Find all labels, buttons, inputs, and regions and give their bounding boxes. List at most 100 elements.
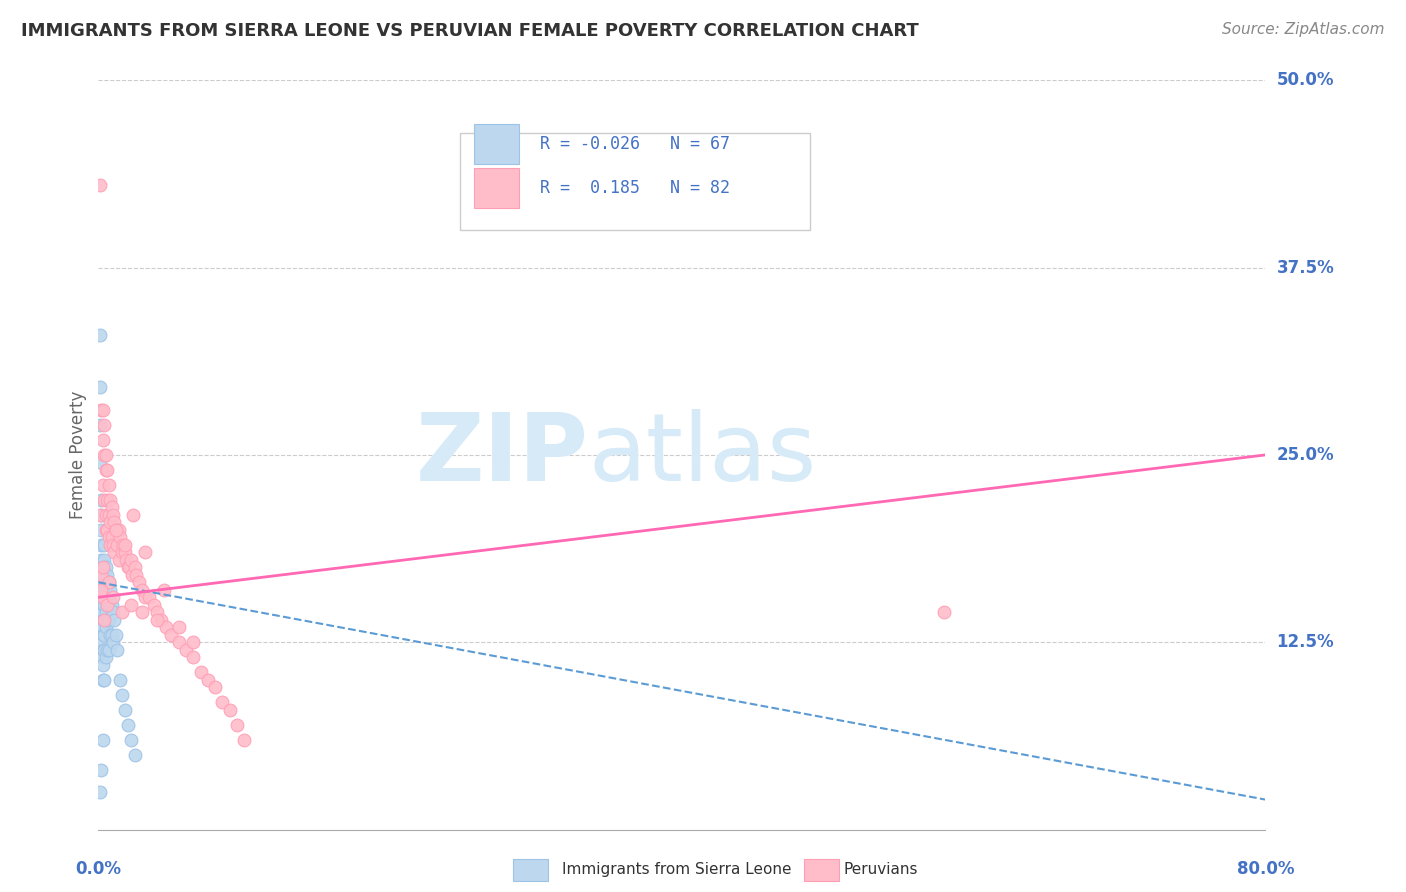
- Point: [111, 688, 134, 702]
- Point: [90, 492, 112, 507]
- Point: [131, 582, 153, 597]
- Point: [94, 463, 117, 477]
- Point: [93, 642, 115, 657]
- Point: [111, 545, 134, 559]
- Point: [100, 530, 122, 544]
- Point: [93, 492, 115, 507]
- Point: [94, 508, 117, 522]
- Point: [97, 591, 120, 605]
- Point: [117, 560, 139, 574]
- Point: [91, 560, 114, 574]
- Point: [94, 560, 117, 574]
- Point: [93, 628, 115, 642]
- Point: [96, 598, 118, 612]
- Point: [101, 635, 124, 649]
- Point: [150, 613, 173, 627]
- Point: [146, 605, 169, 619]
- Text: atlas: atlas: [589, 409, 817, 501]
- Point: [153, 582, 176, 597]
- Point: [93, 613, 115, 627]
- Point: [91, 591, 114, 605]
- Point: [167, 635, 190, 649]
- Point: [181, 650, 204, 665]
- FancyBboxPatch shape: [474, 168, 519, 208]
- Point: [190, 665, 212, 680]
- Point: [112, 538, 135, 552]
- Point: [94, 575, 117, 590]
- Point: [89, 178, 111, 193]
- Point: [155, 620, 177, 634]
- Point: [91, 433, 114, 447]
- Point: [91, 732, 114, 747]
- Point: [91, 478, 114, 492]
- Point: [94, 605, 117, 619]
- Point: [138, 591, 160, 605]
- Text: 25.0%: 25.0%: [1277, 446, 1334, 464]
- Point: [93, 673, 115, 687]
- Point: [108, 553, 131, 567]
- Point: [167, 620, 190, 634]
- Point: [91, 598, 114, 612]
- Point: [105, 642, 128, 657]
- Point: [197, 673, 219, 687]
- Point: [124, 747, 146, 762]
- FancyBboxPatch shape: [474, 124, 519, 164]
- Text: IMMIGRANTS FROM SIERRA LEONE VS PERUVIAN FEMALE POVERTY CORRELATION CHART: IMMIGRANTS FROM SIERRA LEONE VS PERUVIAN…: [21, 22, 920, 40]
- Point: [97, 575, 120, 590]
- Point: [90, 567, 112, 582]
- Point: [934, 605, 956, 619]
- Point: [96, 463, 118, 477]
- Point: [114, 703, 136, 717]
- Point: [118, 560, 141, 574]
- Point: [89, 328, 111, 343]
- Point: [98, 516, 121, 530]
- Point: [94, 620, 117, 634]
- Point: [98, 598, 121, 612]
- Point: [93, 553, 115, 567]
- Point: [91, 613, 114, 627]
- Point: [90, 553, 112, 567]
- FancyBboxPatch shape: [460, 133, 810, 230]
- Point: [110, 673, 132, 687]
- Point: [91, 567, 114, 582]
- Point: [91, 582, 114, 597]
- Point: [122, 508, 145, 522]
- Point: [97, 530, 120, 544]
- Point: [93, 613, 115, 627]
- Text: ZIP: ZIP: [416, 409, 589, 501]
- Point: [142, 598, 165, 612]
- Point: [101, 508, 124, 522]
- Point: [89, 417, 111, 432]
- Point: [124, 560, 146, 574]
- Point: [97, 478, 120, 492]
- Point: [91, 642, 114, 657]
- Point: [98, 538, 121, 552]
- Point: [103, 613, 125, 627]
- Point: [94, 523, 117, 537]
- Point: [89, 455, 111, 469]
- Point: [114, 545, 136, 559]
- Point: [97, 642, 120, 657]
- Point: [91, 628, 114, 642]
- Point: [96, 492, 118, 507]
- Text: 0.0%: 0.0%: [76, 860, 121, 878]
- Point: [91, 620, 114, 634]
- Point: [93, 538, 115, 552]
- Point: [90, 582, 112, 597]
- Text: 50.0%: 50.0%: [1277, 71, 1334, 89]
- Point: [98, 628, 121, 642]
- Point: [94, 650, 117, 665]
- Point: [97, 575, 120, 590]
- Point: [91, 657, 114, 672]
- Point: [121, 567, 143, 582]
- Text: R =  0.185   N = 82: R = 0.185 N = 82: [540, 178, 730, 197]
- Point: [90, 523, 112, 537]
- Point: [91, 575, 114, 590]
- Text: Immigrants from Sierra Leone: Immigrants from Sierra Leone: [562, 863, 792, 877]
- Point: [89, 508, 111, 522]
- Point: [211, 695, 233, 709]
- Point: [97, 613, 120, 627]
- Point: [89, 785, 111, 799]
- Point: [120, 553, 142, 567]
- Point: [96, 642, 118, 657]
